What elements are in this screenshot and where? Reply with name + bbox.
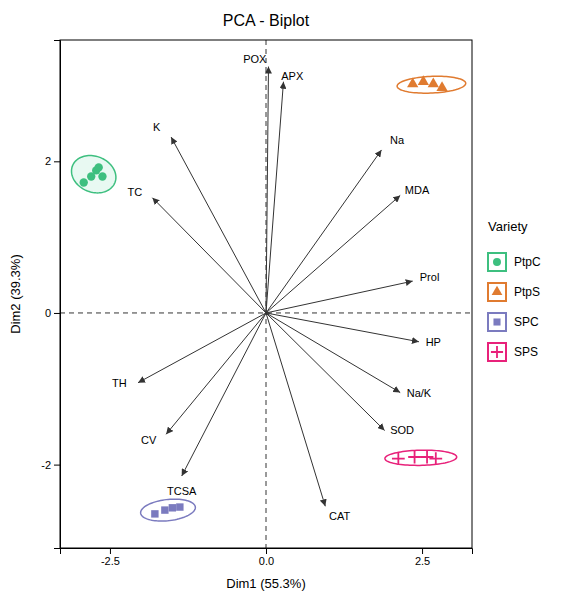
point xyxy=(408,451,421,464)
legend-symbol xyxy=(493,318,500,325)
loading-arrow xyxy=(266,313,419,342)
point xyxy=(421,451,434,464)
loading-arrow xyxy=(266,82,283,313)
legend-box xyxy=(488,313,506,331)
tick: 0.0 xyxy=(259,548,274,567)
tick-label: 2.5 xyxy=(415,555,430,567)
point xyxy=(98,172,106,180)
plot: -2.5 0.0 2.5 -2 0 2 POX APX Na MDA Prol HP Na/K SOD CA… xyxy=(41,40,472,567)
point xyxy=(151,510,158,517)
group-ellipse xyxy=(72,156,116,193)
loading-arrow xyxy=(266,313,400,393)
point xyxy=(392,452,405,465)
loading-arrow xyxy=(266,313,325,506)
legend-box xyxy=(488,343,506,361)
arrow-label: APX xyxy=(281,70,304,82)
legend-box xyxy=(488,283,506,301)
point xyxy=(429,452,442,465)
tick-label: 0.0 xyxy=(259,555,274,567)
arrow-label: SOD xyxy=(390,424,414,436)
loading-arrow xyxy=(266,67,268,313)
tick-label: 2 xyxy=(45,155,51,167)
point xyxy=(161,506,168,513)
group-ellipse xyxy=(397,76,466,93)
loading-arrow xyxy=(138,313,266,383)
y-axis: -2 0 2 xyxy=(41,41,60,549)
legend-label: SPS xyxy=(514,345,538,359)
arrow-label: Na xyxy=(390,134,405,146)
tick: -2 xyxy=(41,459,60,471)
legend-box xyxy=(488,253,506,271)
legend-item: SPS xyxy=(488,343,538,361)
group-ellipse xyxy=(141,499,196,521)
tick-mark xyxy=(110,548,111,554)
point xyxy=(80,178,88,186)
legend-title: Variety xyxy=(488,219,528,234)
tick-mark xyxy=(54,161,60,162)
axis-line xyxy=(61,549,473,555)
axis-line xyxy=(54,41,61,549)
title: PCA - Biplot xyxy=(223,12,310,29)
arrow-label: POX xyxy=(243,53,267,65)
tick-mark xyxy=(54,313,60,314)
group-ellipse xyxy=(385,450,457,465)
point xyxy=(95,163,103,171)
tick-mark xyxy=(422,548,423,554)
point xyxy=(176,503,183,510)
arrow-label: TC xyxy=(128,186,143,198)
chart: -2.5 0.0 2.5 -2 0 2 POX APX Na MDA Prol HP Na/K SOD CA… xyxy=(0,0,587,600)
loading-arrow xyxy=(171,137,266,313)
legend-symbol xyxy=(493,258,501,266)
legend-item: SPC xyxy=(488,313,539,331)
tick: 0 xyxy=(45,307,60,319)
legend-label: SPC xyxy=(514,315,539,329)
arrow-labels: POX APX Na MDA Prol HP Na/K SOD CAT TCSA CV TH TC K xyxy=(112,53,441,522)
tick: -2.5 xyxy=(101,548,120,567)
tick-label: -2.5 xyxy=(101,555,120,567)
plot-frame xyxy=(60,40,472,548)
arrow-label: MDA xyxy=(405,184,430,196)
loading-arrow xyxy=(166,313,266,434)
point xyxy=(407,77,418,87)
x-axis: -2.5 0.0 2.5 xyxy=(61,548,473,567)
tick-label: -2 xyxy=(41,459,51,471)
point xyxy=(418,75,429,85)
arrow-label: Na/K xyxy=(407,387,432,399)
tick-label: 0 xyxy=(45,307,51,319)
y-axis-title: Dim2 (39.3%) xyxy=(8,254,23,333)
legend-label: PtpC xyxy=(514,255,541,269)
arrow-label: Prol xyxy=(420,271,440,283)
arrow-label: K xyxy=(153,121,161,133)
legend-item: PtpS xyxy=(488,283,540,301)
tick: 2 xyxy=(45,155,60,167)
tick-mark xyxy=(266,548,267,554)
legend-label: PtpS xyxy=(514,285,540,299)
point xyxy=(436,81,447,91)
arrow-label: TCSA xyxy=(167,485,197,497)
marks xyxy=(60,40,472,548)
tick: 2.5 xyxy=(415,548,430,567)
point xyxy=(169,504,176,511)
loading-arrow xyxy=(266,150,381,313)
arrow-label: CV xyxy=(141,434,157,446)
legend: Variety PtpC PtpS SPC SPS xyxy=(488,219,541,361)
x-axis-title: Dim1 (55.3%) xyxy=(226,576,305,591)
loading-arrow xyxy=(152,198,266,313)
point xyxy=(428,77,439,87)
tick-mark xyxy=(54,465,60,466)
arrow-label: TH xyxy=(112,377,127,389)
loading-arrow xyxy=(266,281,413,313)
arrow-label: HP xyxy=(426,336,441,348)
loading-arrow xyxy=(266,195,400,313)
loading-arrow xyxy=(182,313,266,476)
arrow-label: CAT xyxy=(329,510,350,522)
legend-item: PtpC xyxy=(488,253,541,271)
legend-symbol xyxy=(491,346,503,358)
legend-symbol xyxy=(492,286,503,295)
